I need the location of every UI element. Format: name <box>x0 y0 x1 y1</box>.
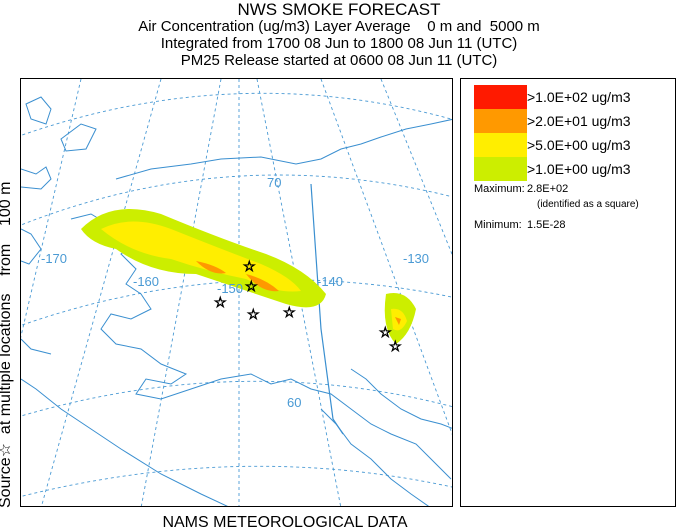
maximum-label: Maximum: <box>474 183 525 195</box>
longitude-line-160 <box>140 79 222 506</box>
coast-alaska-west-south <box>70 213 452 480</box>
legend-swatch-20 <box>474 109 527 133</box>
plume-contour-5 <box>101 221 301 292</box>
subtitle-release-start: PM25 Release started at 0600 08 Jun 11 (… <box>180 52 498 69</box>
lat-label-70: 70 <box>267 175 281 190</box>
lon-label-130: -130 <box>403 251 429 266</box>
coast-alaska-north <box>115 118 452 180</box>
coast-wrangel-island <box>25 96 52 125</box>
lon-label-150: -150 <box>217 281 243 296</box>
coast-gulf-alaska <box>350 368 452 429</box>
source-location-label: Source☆ at multiple locations from 100 m <box>0 182 14 508</box>
coast-chukchi <box>60 123 97 152</box>
maximum-note: (identified as a square) <box>537 199 639 210</box>
minimum-label: Minimum: <box>474 219 522 231</box>
source-star: ☆ <box>389 338 402 354</box>
longitude-line-130 <box>320 79 452 435</box>
latitude-line-75 <box>21 92 452 136</box>
lon-label-140: -140 <box>317 274 343 289</box>
legend-swatch-5 <box>474 133 527 157</box>
plume-contour-20-b <box>246 274 279 292</box>
map-panel: ☆ ☆ ☆ ☆ ☆ ☆ ☆ -170 -160 -150 -140 -130 7… <box>20 78 453 507</box>
maximum-value: 2.8E+02 <box>527 183 569 195</box>
lat-label-60: 60 <box>287 395 301 410</box>
source-star: ☆ <box>243 258 256 274</box>
graticule-labels: -170 -160 -150 -140 -130 70 60 <box>41 175 429 410</box>
lon-label-170: -170 <box>41 251 67 266</box>
latitude-line-55 <box>21 465 452 497</box>
legend-label-5: >5.0E+00 ug/m3 <box>527 137 631 153</box>
legend-swatch-1 <box>474 157 527 181</box>
plume-contour-20-a <box>196 261 226 274</box>
source-star: ☆ <box>283 304 296 320</box>
source-markers: ☆ ☆ ☆ ☆ ☆ ☆ ☆ <box>214 258 402 355</box>
meteorological-data-label: NAMS METEOROLOGICAL DATA <box>162 514 408 531</box>
source-star: ☆ <box>245 278 258 294</box>
source-star: ☆ <box>247 306 260 322</box>
subtitle-integration-period: Integrated from 1700 08 Jun to 1800 08 J… <box>160 35 518 52</box>
border-alaska-yukon <box>310 183 344 435</box>
longitude-line-120 <box>380 79 452 256</box>
source-star: ☆ <box>214 294 227 310</box>
coast-kamchatka <box>21 338 52 355</box>
coast-chukotka-south <box>21 228 42 265</box>
legend-swatch-100 <box>474 85 527 109</box>
minimum-value: 1.5E-28 <box>527 219 566 231</box>
legend-label-100: >1.0E+02 ug/m3 <box>527 89 631 105</box>
legend-label-20: >2.0E+01 ug/m3 <box>527 113 631 129</box>
latitude-line-70 <box>21 174 452 226</box>
latitude-line-60 <box>21 380 452 417</box>
source-star: ☆ <box>379 324 392 340</box>
smoke-map: ☆ ☆ ☆ ☆ ☆ ☆ ☆ -170 -160 -150 -140 -130 7… <box>21 79 452 506</box>
smoke-plume <box>81 209 416 344</box>
chart-title: NWS SMOKE FORECAST <box>237 0 441 19</box>
legend-label-1: >1.0E+00 ug/m3 <box>527 161 631 177</box>
lon-label-160: -160 <box>133 274 159 289</box>
coast-chukotka <box>21 166 52 190</box>
plume-contour-east-20 <box>395 317 401 325</box>
longitude-line-170 <box>41 79 162 506</box>
coast-aleutians <box>21 378 228 506</box>
longitude-line-180 <box>21 79 82 339</box>
subtitle-concentration: Air Concentration (ug/m3) Layer Average … <box>138 18 540 35</box>
legend-panel: >1.0E+02 ug/m3 >2.0E+01 ug/m3 >5.0E+00 u… <box>460 78 676 507</box>
